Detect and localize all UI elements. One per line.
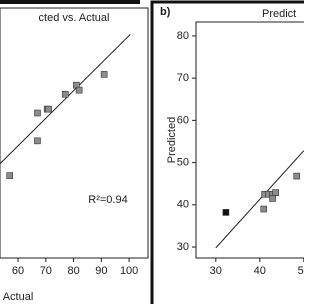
x-tick-label: 80 — [67, 265, 79, 277]
x-tick-label: 100 — [120, 265, 138, 277]
x-tick-label: 30 — [210, 265, 222, 277]
chart-title: Predict — [262, 8, 296, 20]
point — [6, 172, 14, 179]
point — [75, 86, 83, 94]
point — [34, 137, 41, 145]
figure: cted vs. Actual 60 70 80 90 100 Actual R²=0.94 P… — [0, 0, 304, 304]
fit-line — [0, 34, 131, 165]
y-tick-label: 60 — [177, 114, 189, 126]
y-tick-label: 30 — [177, 241, 189, 253]
point — [272, 189, 279, 196]
x-tick-label: 90 — [95, 265, 107, 277]
x-tick-label: 70 — [40, 265, 52, 277]
panel-label: b) — [160, 6, 171, 18]
point — [45, 105, 52, 113]
point — [260, 205, 268, 213]
panel-frame — [150, 0, 304, 304]
plot-area — [195, 21, 304, 259]
x-axis-label: Actual — [3, 291, 34, 303]
y-tick-label: 40 — [177, 199, 189, 211]
x-tick-label: 40 — [254, 265, 266, 277]
chart-title: cted vs. Actual — [39, 12, 110, 24]
annotation: R²=0.94 — [88, 194, 127, 206]
top-border — [0, 0, 140, 4]
plot-area — [0, 7, 149, 259]
fit-line — [215, 150, 304, 249]
point — [100, 71, 108, 78]
point — [269, 195, 276, 202]
y-tick-label: 50 — [177, 156, 189, 168]
y-axis-label: Predicted — [166, 117, 178, 163]
y-tick-label: 70 — [177, 72, 189, 84]
y-tick-label: 80 — [177, 30, 189, 42]
point — [293, 172, 301, 180]
point — [34, 109, 41, 117]
x-tick-label: 50 — [298, 265, 304, 277]
x-tick-label: 60 — [12, 265, 24, 277]
point — [61, 90, 69, 98]
point — [222, 209, 230, 216]
